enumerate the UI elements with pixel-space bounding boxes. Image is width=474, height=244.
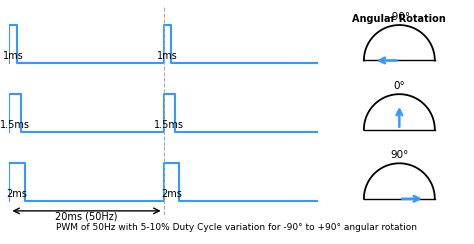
Text: 1ms: 1ms (3, 51, 24, 61)
Text: 1ms: 1ms (157, 51, 178, 61)
Text: 1.5ms: 1.5ms (155, 120, 184, 130)
Text: PWM of 50Hz with 5-10% Duty Cycle variation for -90° to +90° angular rotation: PWM of 50Hz with 5-10% Duty Cycle variat… (56, 224, 418, 232)
Text: 2ms: 2ms (161, 189, 182, 199)
Text: 1.5ms: 1.5ms (0, 120, 30, 130)
Text: 0°: 0° (393, 81, 405, 91)
Text: Angular Rotation: Angular Rotation (353, 14, 446, 24)
Text: -90°: -90° (388, 11, 410, 21)
Text: 90°: 90° (390, 150, 409, 160)
Text: 20ms (50Hz): 20ms (50Hz) (55, 212, 118, 222)
Text: 2ms: 2ms (7, 189, 27, 199)
